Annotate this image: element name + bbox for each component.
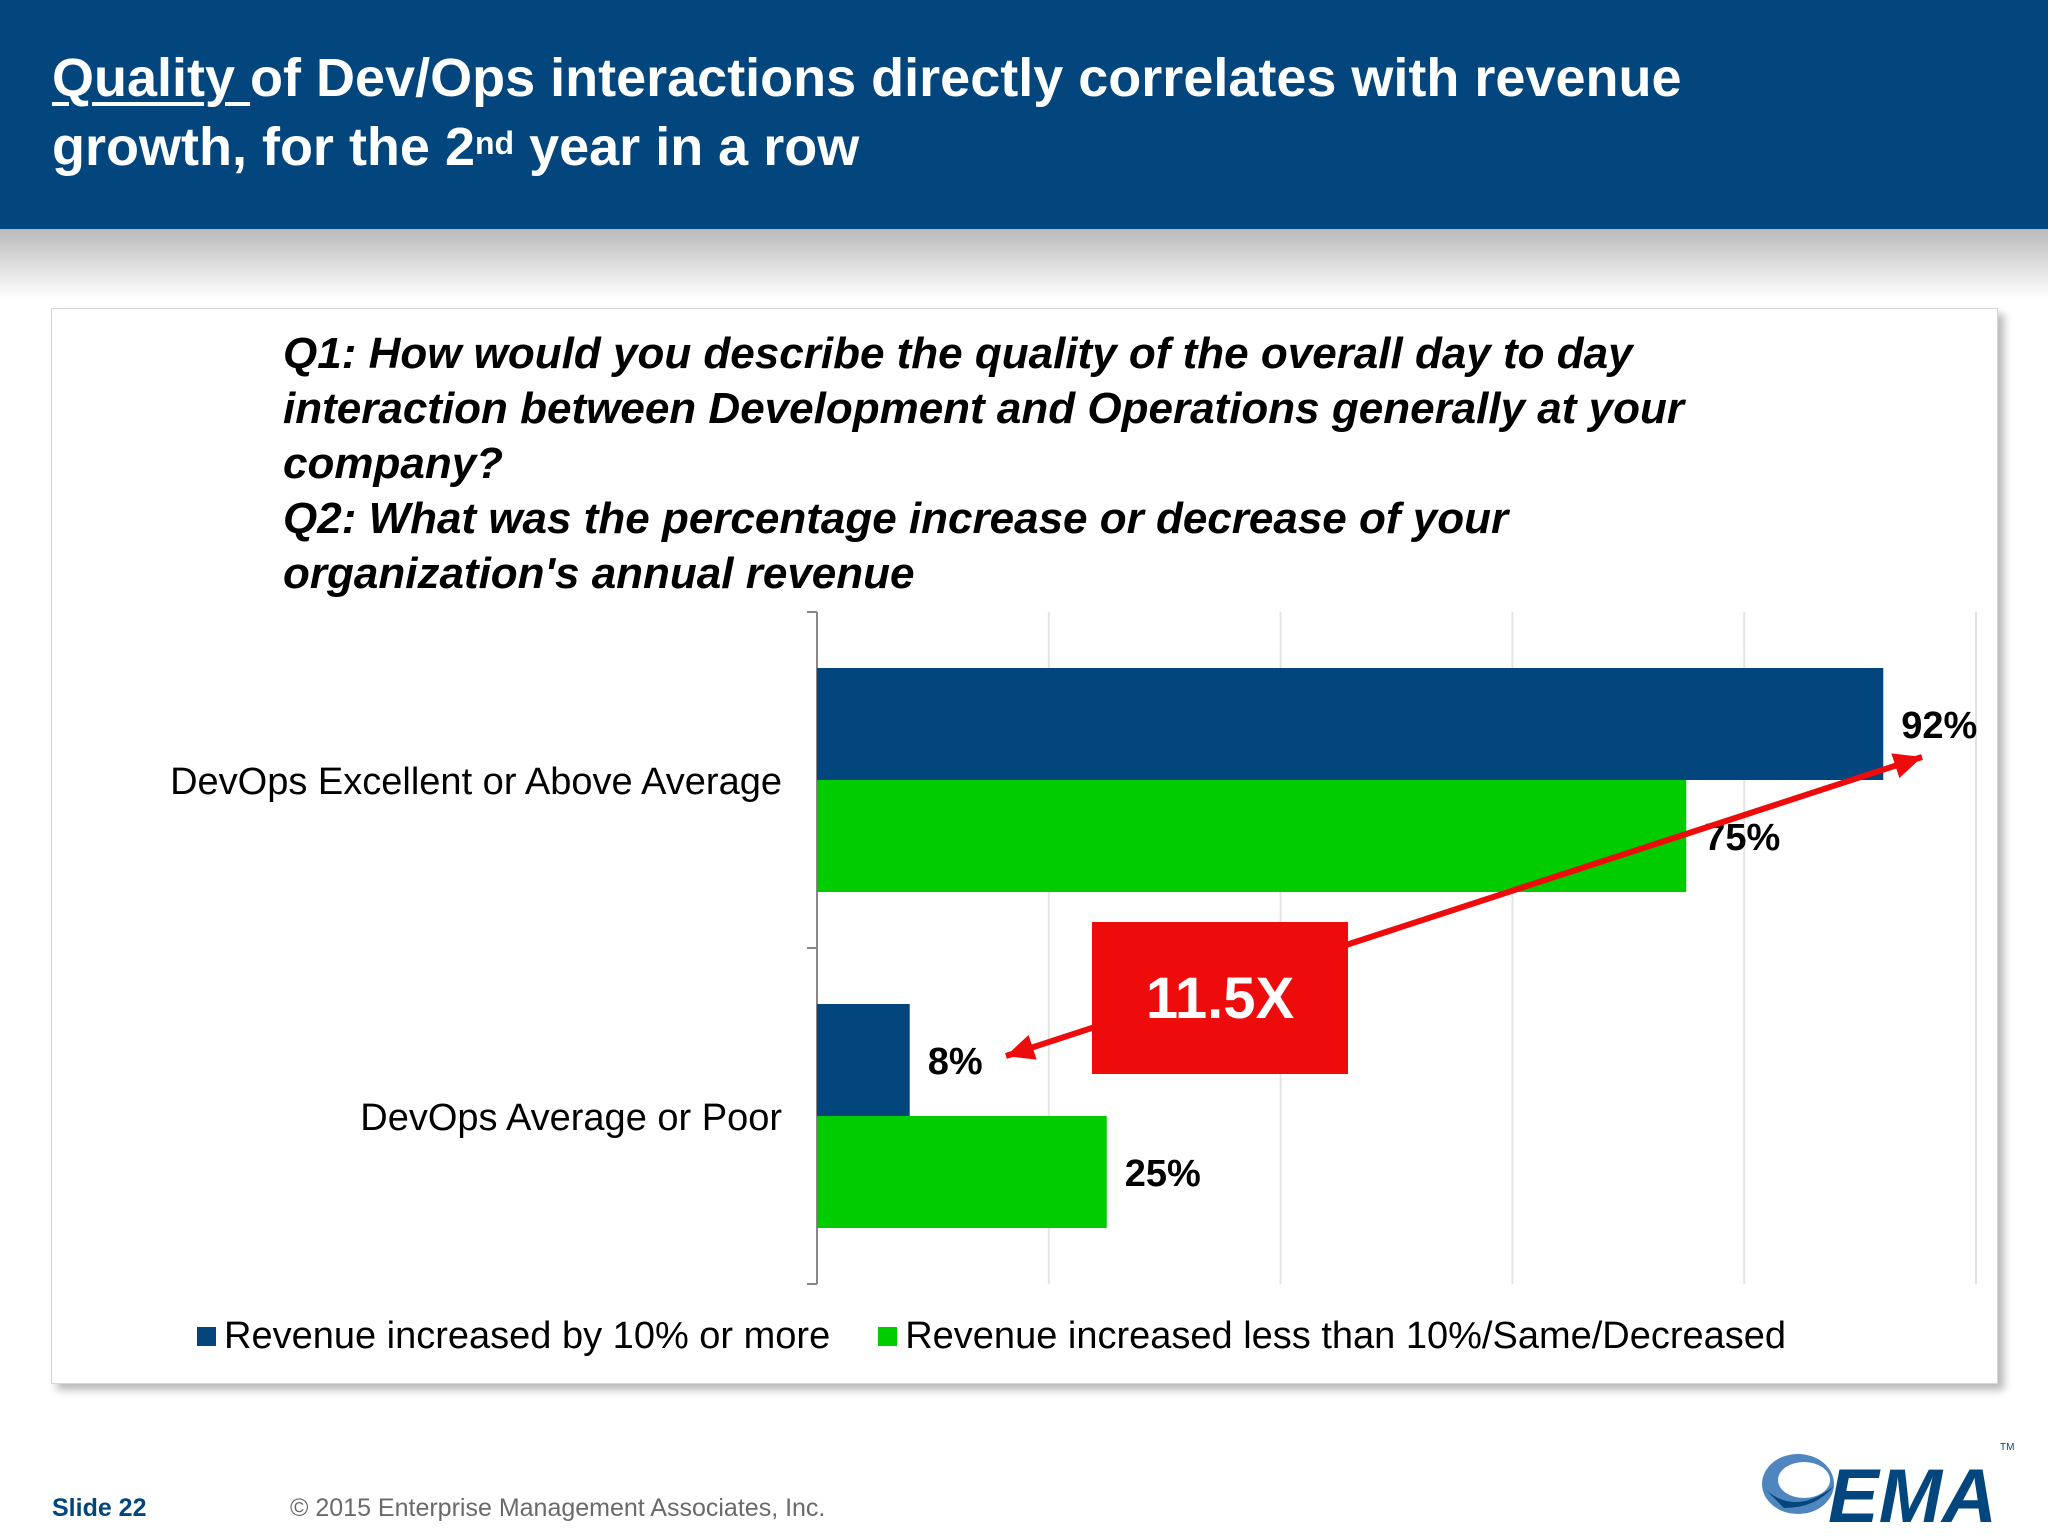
q1-line2: interaction between Development and Oper… <box>283 384 1684 433</box>
chart-legend: Revenue increased by 10% or more Revenue… <box>197 1311 1834 1361</box>
header-shadow <box>0 229 2048 299</box>
legend-label-series-2: Revenue increased less than 10%/Same/Dec… <box>905 1314 1787 1357</box>
callout-arrowhead-top <box>1891 753 1922 779</box>
title-sup: nd <box>474 125 515 161</box>
q2-line1: Q2: What was the percentage increase or … <box>283 494 1509 543</box>
bar-1-1 <box>817 668 1884 780</box>
data-label-1-1: 92% <box>1901 705 1977 747</box>
title-part1: Quality <box>52 48 251 108</box>
multiplier-callout: 11.5X <box>1092 922 1348 1074</box>
title-part4: year in a row <box>514 117 860 177</box>
q1-line3: company? <box>283 439 504 488</box>
q2-line2: organization's annual revenue <box>283 549 915 598</box>
logo-tm: TM <box>2000 1442 2014 1453</box>
copyright-text: © 2015 Enterprise Management Associates,… <box>290 1494 826 1522</box>
category-label-2: DevOps Average or Poor <box>360 1097 782 1139</box>
slide-title: Quality of Dev/Ops interactions directly… <box>52 44 1952 182</box>
category-label-1: DevOps Excellent or Above Average <box>170 761 782 803</box>
title-part3: growth, for the 2 <box>52 117 475 177</box>
legend-label-series-1: Revenue increased by 10% or more <box>224 1314 831 1357</box>
ema-logo: EMA TM <box>1762 1442 2014 1530</box>
data-label-2-2: 25% <box>1125 1153 1201 1195</box>
slide-number: Slide 22 <box>52 1494 147 1522</box>
callout-arrowhead-bottom <box>1006 1034 1037 1060</box>
legend-swatch-series-1 <box>197 1326 216 1346</box>
logo-text: EMA <box>1828 1454 1997 1530</box>
bar-2-2 <box>817 1116 1107 1228</box>
q1-line1: Q1: How would you describe the quality o… <box>283 329 1633 378</box>
data-label-1-2: 8% <box>928 1041 983 1083</box>
bar-2-1 <box>817 780 1687 892</box>
question-text: Q1: How would you describe the quality o… <box>283 326 1933 601</box>
logo-swirl-icon <box>1762 1454 1834 1514</box>
legend-item-series-1: Revenue increased by 10% or more <box>197 1315 830 1358</box>
legend-swatch-series-2 <box>878 1326 898 1346</box>
header-bar <box>0 0 2048 229</box>
bar-1-2 <box>817 1004 910 1116</box>
title-part2: of Dev/Ops interactions directly correla… <box>250 48 1682 108</box>
legend-item-series-2: Revenue increased less than 10%/Same/Dec… <box>878 1315 1786 1358</box>
